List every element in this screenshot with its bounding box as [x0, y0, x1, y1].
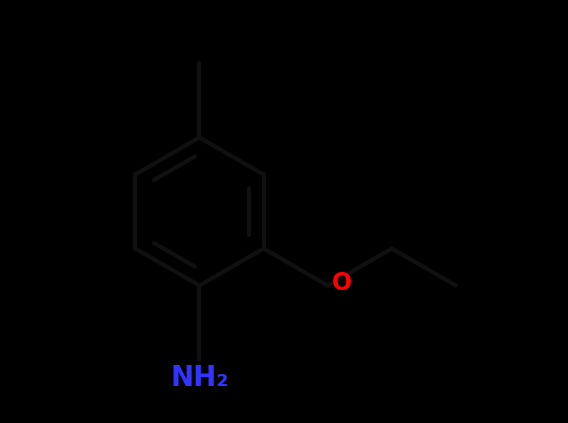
Text: NH₂: NH₂ [170, 364, 228, 392]
Text: O: O [332, 272, 352, 295]
